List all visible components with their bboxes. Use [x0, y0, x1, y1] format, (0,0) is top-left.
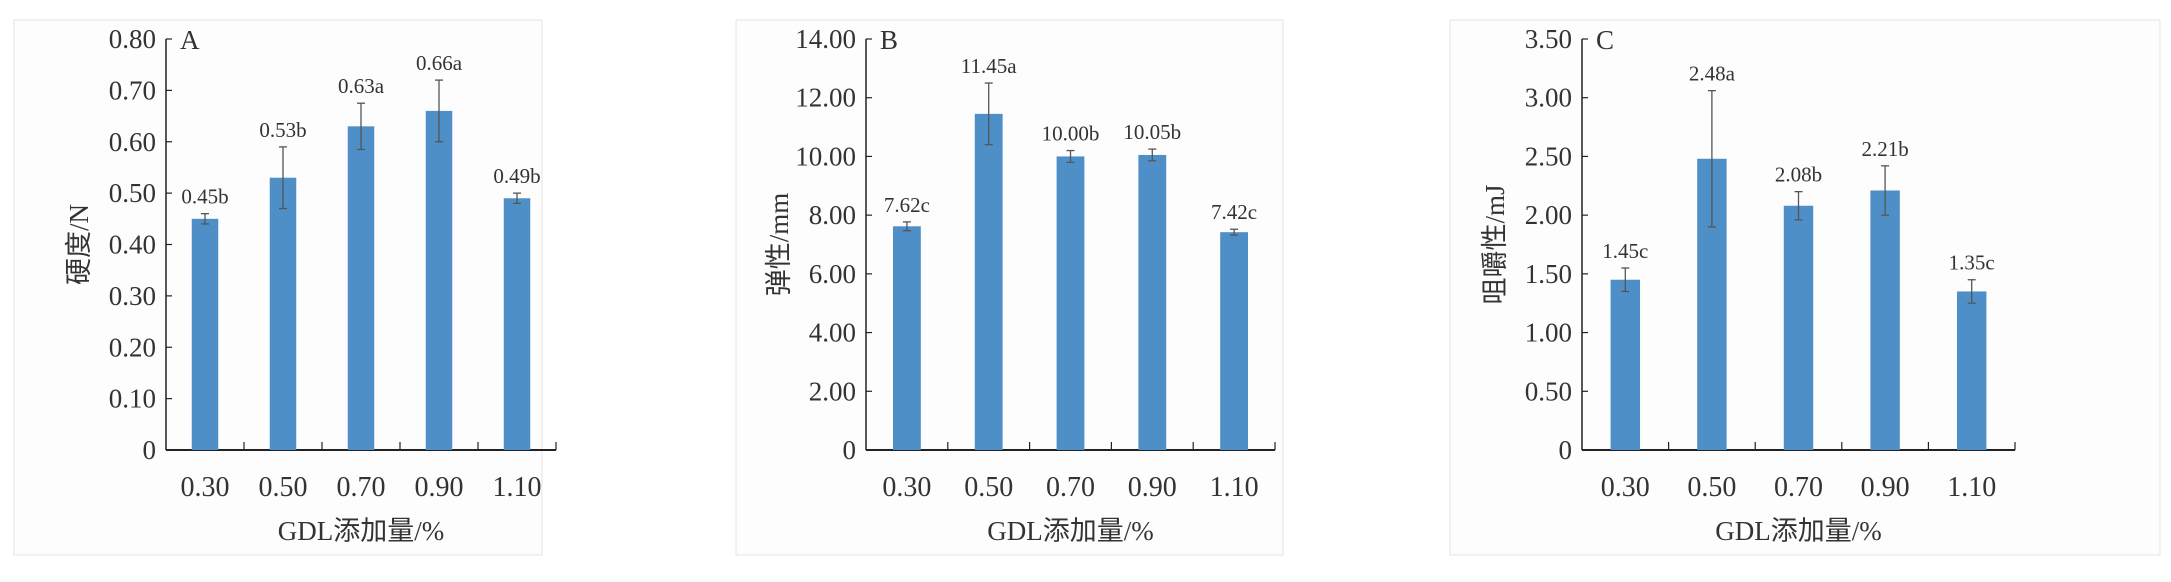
x-tick-label: 0.90 — [1128, 472, 1177, 503]
data-label: 10.00b — [1042, 122, 1100, 146]
x-tick-label: 1.10 — [493, 472, 542, 503]
x-tick-label: 1.10 — [1947, 472, 1996, 503]
y-tick-label: 8.00 — [809, 200, 856, 230]
bar — [191, 218, 219, 450]
bar — [1220, 232, 1249, 450]
y-axis-title: 咀嚼性/mJ — [1480, 184, 1510, 304]
y-tick-label: 0.60 — [109, 127, 156, 157]
y-tick-label: 0.80 — [109, 24, 156, 54]
x-tick-label: 0.90 — [1861, 472, 1910, 503]
data-label: 2.08b — [1775, 163, 1822, 187]
x-tick-label: 0.30 — [882, 472, 931, 503]
x-tick-label: 0.70 — [1774, 472, 1823, 503]
x-tick-label: 0.50 — [1687, 472, 1736, 503]
bar — [347, 126, 375, 451]
data-label: 10.05b — [1123, 120, 1181, 144]
chart-panel-c: 0 0.50 1.00 1.50 2.00 2.50 3.00 3.50 C 1.45c 0.30 2… — [1449, 19, 2161, 556]
data-label: 0.45b — [181, 185, 228, 209]
x-tick-label: 0.50 — [259, 472, 308, 503]
x-axis-title: GDL添加量/% — [278, 516, 444, 546]
y-axis-title: 弹性/mm — [764, 193, 794, 297]
y-tick-label: 0 — [843, 435, 857, 465]
x-tick-label: 0.90 — [415, 472, 464, 503]
x-axis-title: GDL添加量/% — [987, 516, 1153, 546]
x-tick-label: 0.50 — [964, 472, 1013, 503]
bar — [892, 226, 921, 450]
y-tick-label: 6.00 — [809, 259, 856, 289]
y-tick-label: 12.00 — [795, 83, 856, 113]
data-label: 0.53b — [259, 118, 306, 142]
data-label: 2.21b — [1861, 137, 1908, 161]
x-tick-label: 0.70 — [1046, 472, 1095, 503]
y-tick-label: 0 — [143, 435, 157, 465]
y-tick-label: 0.40 — [109, 230, 156, 260]
y-tick-label: 14.00 — [795, 24, 856, 54]
data-label: 11.45a — [961, 54, 1017, 78]
data-label: 2.48a — [1689, 62, 1736, 86]
y-tick-label: 2.50 — [1525, 141, 1572, 171]
x-tick-label: 0.70 — [337, 472, 386, 503]
data-label: 0.49b — [493, 164, 540, 188]
y-tick-label: 3.00 — [1525, 83, 1572, 113]
bar — [1956, 291, 1987, 450]
y-tick-label: 0.20 — [109, 332, 156, 362]
x-tick-label: 1.10 — [1210, 472, 1259, 503]
bar — [1610, 279, 1641, 450]
y-tick-label: 3.50 — [1525, 24, 1572, 54]
y-tick-label: 0.30 — [109, 281, 156, 311]
bar — [425, 110, 453, 451]
data-label: 0.66a — [416, 51, 463, 75]
panel-frame — [735, 19, 1284, 556]
bar — [1056, 156, 1085, 450]
y-tick-label: 1.00 — [1525, 318, 1572, 348]
chart-panel-a: 0 0.10 0.20 0.30 0.40 0.50 0.60 0.70 0.80 A 0.45b 0… — [13, 19, 557, 556]
y-tick-label: 4.00 — [809, 318, 856, 348]
bar — [269, 177, 297, 450]
bar — [974, 113, 1003, 450]
x-axis-title: GDL添加量/% — [1715, 516, 1881, 546]
y-tick-label: 1.50 — [1525, 259, 1572, 289]
x-tick-label: 0.30 — [181, 472, 230, 503]
panel-label: B — [880, 25, 898, 55]
bar — [1783, 205, 1814, 450]
panel-label: C — [1596, 25, 1614, 55]
y-tick-label: 0.50 — [109, 178, 156, 208]
bar — [1138, 154, 1167, 451]
bar — [503, 198, 531, 450]
data-label: 1.35c — [1949, 251, 1995, 275]
y-tick-label: 10.00 — [795, 141, 856, 171]
x-tick-label: 0.30 — [1601, 472, 1650, 503]
bar — [1870, 190, 1900, 451]
data-label: 7.42c — [1211, 200, 1257, 224]
y-tick-label: 0.10 — [109, 384, 156, 414]
chart-panel-b: 0 2.00 4.00 6.00 8.00 10.00 12.00 14.00 B 7.62c 0.… — [735, 19, 1284, 556]
panel-label: A — [180, 25, 200, 55]
data-label: 0.63a — [338, 74, 385, 98]
y-tick-label: 0.50 — [1525, 376, 1572, 406]
y-tick-label: 2.00 — [809, 376, 856, 406]
data-label: 7.62c — [884, 193, 930, 217]
y-axis-title: 硬度/N — [64, 204, 94, 285]
y-tick-label: 0.70 — [109, 75, 156, 105]
y-tick-label: 2.00 — [1525, 200, 1572, 230]
y-tick-label: 0 — [1559, 435, 1573, 465]
data-label: 1.45c — [1602, 239, 1648, 263]
